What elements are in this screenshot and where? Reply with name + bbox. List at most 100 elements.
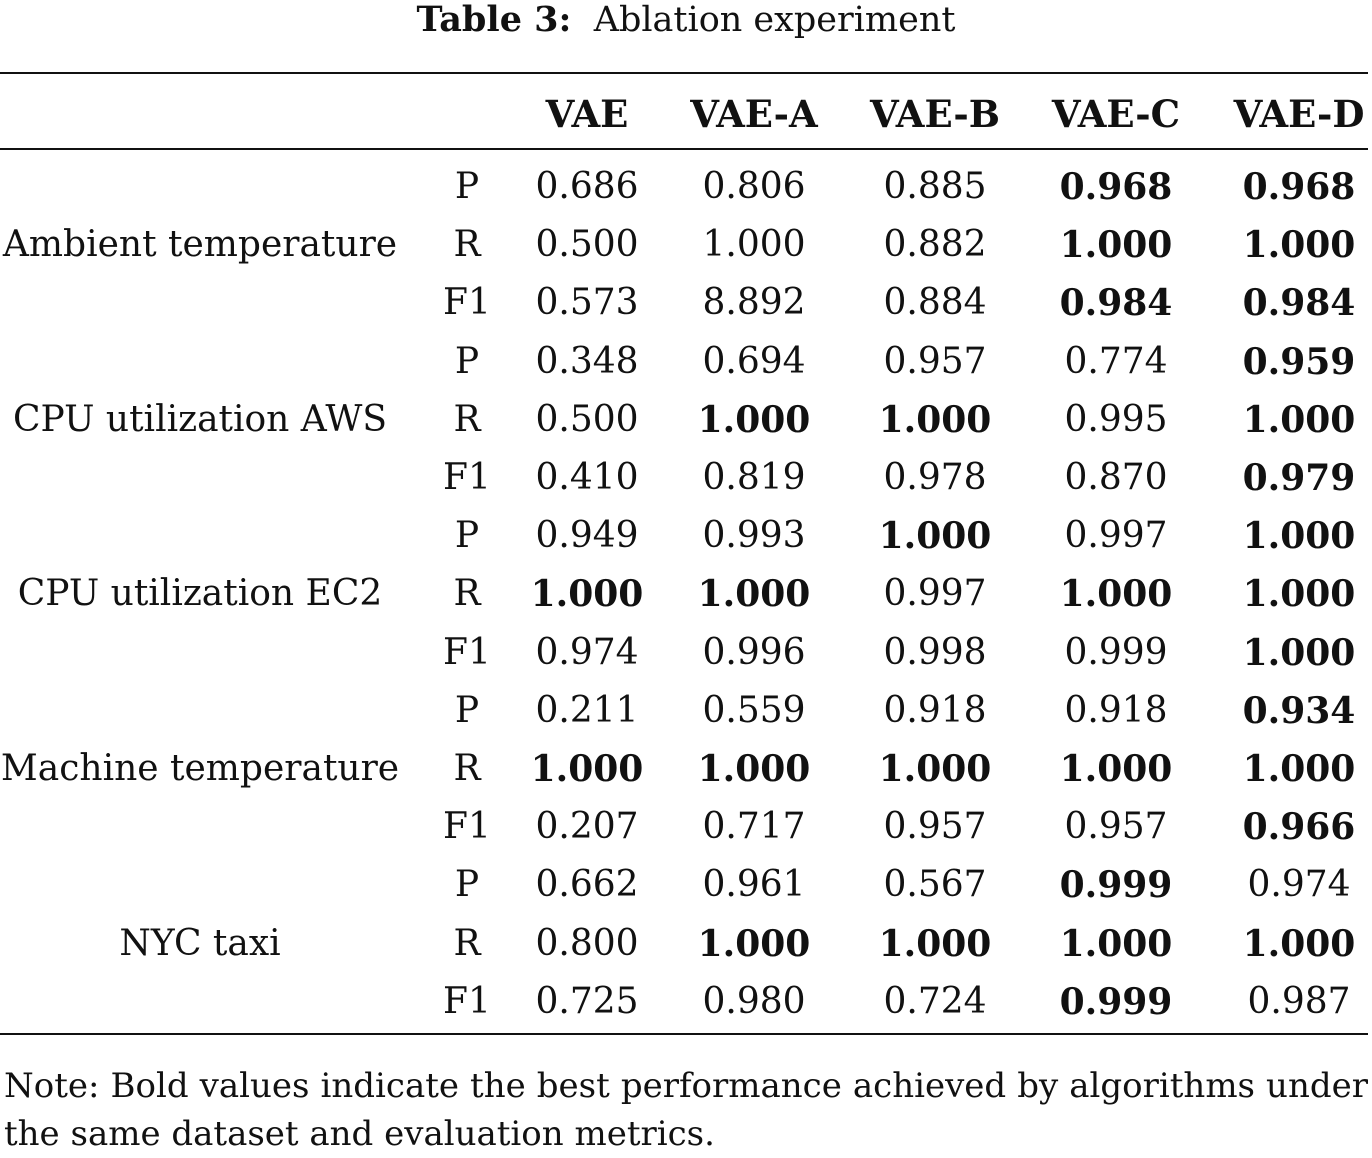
table-cell: 0.997 [1064,515,1168,557]
metric-label: F1 [443,457,491,498]
table-cell: 0.662 [535,864,639,906]
table-cell: 1.000 [1059,224,1173,267]
metric-label: R [453,398,481,440]
table-cell: 0.819 [702,457,806,498]
table-cell: 0.500 [535,398,639,440]
table-header-rule [0,148,1368,150]
table-cell: 0.725 [535,980,639,1022]
table-cell: 1.000 [1242,398,1356,441]
metric-label: P [454,689,480,731]
table-cell: 0.995 [1064,398,1168,440]
table-cell: 0.974 [1247,864,1351,906]
table-caption-text: Ablation experiment [593,0,956,40]
table-cell: 0.984 [1059,282,1173,325]
table-caption: Table 3: Ablation experiment [0,0,1372,40]
table-cell: 0.500 [535,224,639,266]
table-cell: 0.686 [535,166,639,207]
table-cell: 1.000 [530,748,644,790]
table-cell: 0.207 [535,806,639,848]
dataset-label: CPU utilization EC2 [17,573,383,615]
table-cell: 0.884 [883,282,987,324]
table-cell: 1.000 [697,398,811,441]
table-cell: 1.000 [697,573,811,616]
metric-label: R [453,224,481,266]
table-cell: 0.949 [535,515,639,557]
table-note: Note: Bold values indicate the best perf… [4,1066,1368,1154]
table-cell: 0.724 [883,980,987,1022]
table-cell: 0.885 [883,166,987,207]
table-caption-label: Table 3: [416,0,572,40]
table-cell: 1.000 [697,922,811,965]
table-cell: 0.998 [883,631,987,673]
column-header: VAE-A [690,92,818,136]
table-cell: 0.968 [1059,166,1173,208]
table-cell: 0.987 [1247,980,1351,1022]
metric-label: R [453,573,481,615]
table-cell: 1.000 [1059,573,1173,616]
table-cell: 0.966 [1242,806,1356,849]
table-cell: 1.000 [878,398,992,441]
table-cell: 0.957 [883,340,987,382]
metric-label: P [454,340,480,382]
table-cell: 1.000 [702,224,806,266]
dataset-label: NYC taxi [119,922,281,964]
column-header: VAE-D [1233,92,1365,136]
table-cell: 1.000 [1242,573,1356,616]
table-cell: 0.974 [535,631,639,673]
table-cell: 1.000 [878,748,992,790]
table-cell: 8.892 [702,282,806,324]
table-cell: 0.717 [702,806,806,848]
table-cell: 1.000 [1059,922,1173,965]
table-cell: 1.000 [878,922,992,965]
table-bottom-rule [0,1033,1368,1035]
table-top-rule [0,72,1368,74]
table-cell: 0.694 [702,340,806,382]
table-cell: 0.567 [883,864,987,906]
table-cell: 0.957 [883,806,987,848]
table-cell: 1.000 [1242,515,1356,558]
table-cell: 0.800 [535,922,639,964]
table-cell: 1.000 [1059,748,1173,790]
table-cell: 0.559 [702,689,806,731]
metric-label: P [454,166,480,207]
table-cell: 0.993 [702,515,806,557]
metric-label: P [454,864,480,906]
metric-label: F1 [443,282,491,324]
table-cell: 1.000 [878,515,992,558]
table-cell: 1.000 [1242,631,1356,674]
table-cell: 0.979 [1242,457,1356,499]
table-cell: 0.918 [1064,689,1168,731]
table-cell: 1.000 [1242,748,1356,790]
table-cell: 0.348 [535,340,639,382]
table-cell: 0.984 [1242,282,1356,325]
metric-label: F1 [443,980,491,1022]
metric-label: R [453,922,481,964]
table-cell: 1.000 [530,573,644,616]
table-cell: 0.999 [1059,980,1173,1023]
table-cell: 0.980 [702,980,806,1022]
table-cell: 0.870 [1064,457,1168,498]
table-cell: 0.959 [1242,340,1356,383]
table-cell: 0.999 [1064,631,1168,673]
table-cell: 0.573 [535,282,639,324]
dataset-label: Ambient temperature [2,224,398,266]
table-cell: 0.882 [883,224,987,266]
metric-label: R [453,748,481,789]
table-cell: 0.918 [883,689,987,731]
table-cell: 0.996 [702,631,806,673]
dataset-label: Machine temperature [0,748,400,789]
table-cell: 0.999 [1059,864,1173,907]
table-cell: 0.934 [1242,689,1356,732]
column-header: VAE-C [1051,92,1181,136]
table-cell: 0.410 [535,457,639,498]
table-cell: 0.211 [535,689,639,731]
table-cell: 0.978 [883,457,987,498]
column-header: VAE [545,92,629,136]
column-header: VAE-B [869,92,1001,136]
table-cell: 0.774 [1064,340,1168,382]
table-cell: 0.806 [702,166,806,207]
table-cell: 0.961 [702,864,806,906]
table-cell: 1.000 [697,748,811,790]
table-cell: 0.957 [1064,806,1168,848]
table-cell: 1.000 [1242,224,1356,267]
